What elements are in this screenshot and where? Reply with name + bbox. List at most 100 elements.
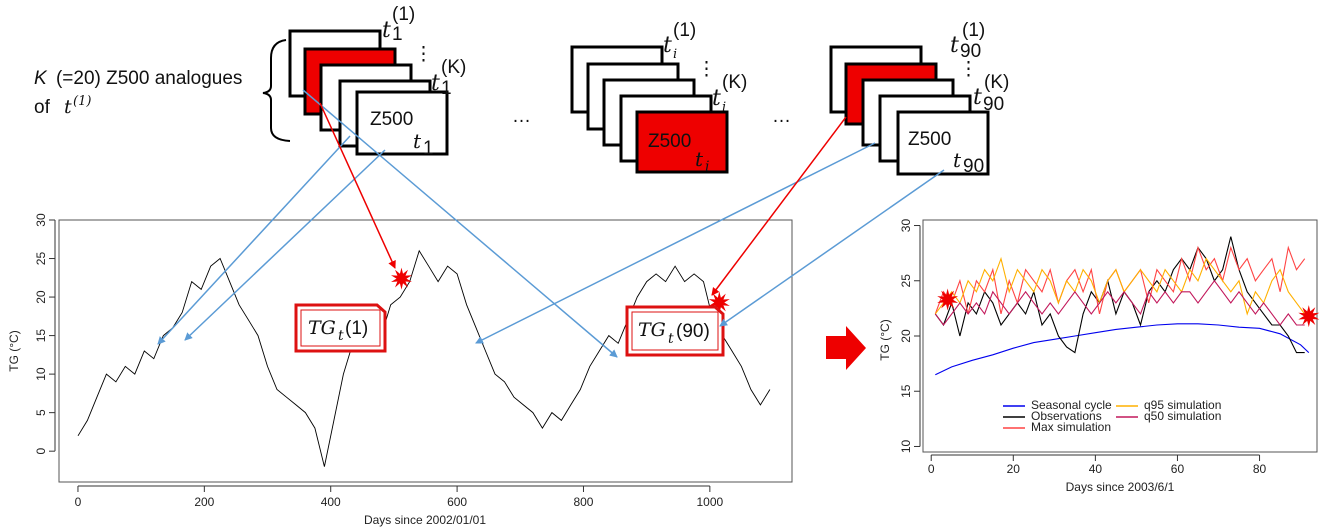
y-axis-label: TG (°C) [878, 319, 892, 360]
t-sub-index: 90 [963, 156, 984, 177]
k-t-sub: 90 [983, 94, 1004, 115]
k-t-sup: (K) [722, 72, 747, 93]
t-sub-index: 1 [423, 138, 434, 159]
top-t-sup: (1) [673, 20, 696, 41]
k-t-sub: 1 [441, 78, 452, 99]
y-tick-label: 30 [899, 219, 913, 233]
k-t: t [431, 71, 440, 96]
x-tick-label: 1000 [697, 495, 724, 509]
x-tick-label: 400 [321, 495, 341, 509]
y-tick-label: 5 [34, 409, 48, 416]
tg-label-90: TG t (90) [625, 305, 725, 357]
k-t-sup: (K) [441, 57, 466, 78]
x-tick-label: 40 [1089, 462, 1103, 476]
x-tick-label: 20 [1007, 462, 1021, 476]
y-tick-label: 20 [34, 290, 48, 304]
series-line-seasonal-cycle [935, 323, 1310, 376]
x-axis-label: Days since 2003/6/1 [1066, 480, 1175, 494]
x-tick-label: 0 [75, 495, 82, 509]
legend-label: Observations [1031, 409, 1102, 423]
z500-label: Z500 [648, 131, 691, 152]
y-tick-label: 0 [34, 448, 48, 455]
red-star-marker-icon [708, 291, 730, 314]
markers [937, 288, 1320, 328]
red-star-marker-icon [1298, 305, 1320, 328]
x-tick-label: 800 [573, 495, 593, 509]
tg-sub: t [338, 328, 344, 344]
of-text: of [34, 97, 51, 118]
chart-tg-2002: 0 200 400 600 800 1000 0 5 10 15 20 25 30 Days since… [7, 213, 793, 527]
top-t: t [663, 33, 672, 58]
y-tick-label: 10 [34, 367, 48, 381]
tg-box-inner [300, 309, 381, 347]
y-tick-label: 25 [34, 252, 48, 266]
x-tick-label: 80 [1253, 462, 1267, 476]
y-axis-label: TG (°C) [7, 330, 21, 371]
red-star-marker-icon [937, 288, 959, 311]
legend-label: q50 simulation [1144, 409, 1221, 423]
series [77, 249, 771, 467]
tg-sub: t [668, 331, 674, 347]
top-t-sup: (1) [392, 4, 415, 25]
analogue-label: K (=20) Z500 analogues of t (1) [34, 39, 291, 142]
tg-text: TG [308, 317, 336, 339]
t1-sup: (1) [73, 94, 91, 109]
top-t-sub: i [673, 47, 677, 62]
k-t: t [712, 86, 721, 111]
t1-var: t [64, 96, 72, 118]
k-t: t [973, 85, 982, 110]
red-star-marker-icon [391, 267, 412, 290]
tg-box-outer [625, 305, 725, 357]
vertical-ellipsis: ⋮ [697, 59, 716, 80]
t-sub-var: t [413, 129, 422, 153]
red-arrow [711, 116, 847, 296]
k-t-sup: (K) [984, 72, 1009, 93]
tg-sup: (1) [345, 318, 368, 339]
tg-label-1: TG t (1) [294, 303, 387, 353]
chart-tg-2003: 0 20 40 60 80 10 15 20 25 30 Seasonal cycleObserv… [878, 219, 1320, 494]
analogue-stack-i: Z500 t i t i (1) ⋮ t i (K) [570, 20, 747, 175]
top-t-sub: 1 [392, 24, 403, 45]
top-t-sub: 90 [960, 41, 981, 62]
ellipsis-1: … [512, 106, 531, 127]
z500-front-card-highlighted [635, 110, 729, 174]
x-tick-label: 0 [928, 462, 935, 476]
series-line-q50-simulation [934, 279, 1305, 326]
top-t: t [382, 18, 391, 43]
blue-arrow [302, 89, 618, 358]
y-tick-label: 15 [899, 384, 913, 398]
y-tick-label: 15 [34, 329, 48, 343]
series-line-observations [934, 236, 1305, 354]
series [934, 236, 1310, 376]
curly-brace [262, 39, 291, 142]
y-tick-label: 25 [899, 274, 913, 288]
legend-label: Max simulation [1031, 420, 1111, 434]
y-tick-label: 10 [899, 439, 913, 453]
tg-sup: (90) [676, 321, 710, 342]
vertical-ellipsis: ⋮ [959, 59, 978, 80]
analogue-text: (=20) Z500 analogues [56, 68, 242, 89]
y-tick-label: 30 [34, 213, 48, 227]
x-tick-label: 200 [194, 495, 214, 509]
svg-text:K (=20) Z500 analogues: K (=20) Z500 analogues [34, 68, 242, 89]
t-sub-index: i [705, 159, 709, 175]
t-sub-var: t [953, 148, 962, 172]
axes: 0 200 400 600 800 1000 0 5 10 15 20 25 30 [34, 213, 724, 509]
ellipsis-2: … [772, 106, 791, 127]
plot-frame [922, 219, 1318, 453]
top-t-sup: (1) [962, 20, 985, 41]
analogue-stack-1: Z500 t 1 t 1 (1) ⋮ t 1 (K) [288, 4, 466, 159]
t-sub-var: t [695, 147, 704, 171]
z500-front-card [896, 110, 990, 176]
y-tick-label: 20 [899, 329, 913, 343]
blue-arrow [475, 142, 876, 344]
series-line [77, 249, 771, 467]
analogue-stack-90: Z500 t 90 t 90 (1) ⋮ t 90 (K) [829, 20, 1009, 177]
vertical-ellipsis: ⋮ [414, 44, 433, 65]
blue-arrow [719, 169, 945, 327]
k-t-sub: i [722, 100, 726, 115]
tg-box-inner [631, 311, 719, 351]
legend-label: Seasonal cycle [1031, 398, 1112, 412]
axes: 0 20 40 60 80 10 15 20 25 30 [899, 219, 1267, 476]
